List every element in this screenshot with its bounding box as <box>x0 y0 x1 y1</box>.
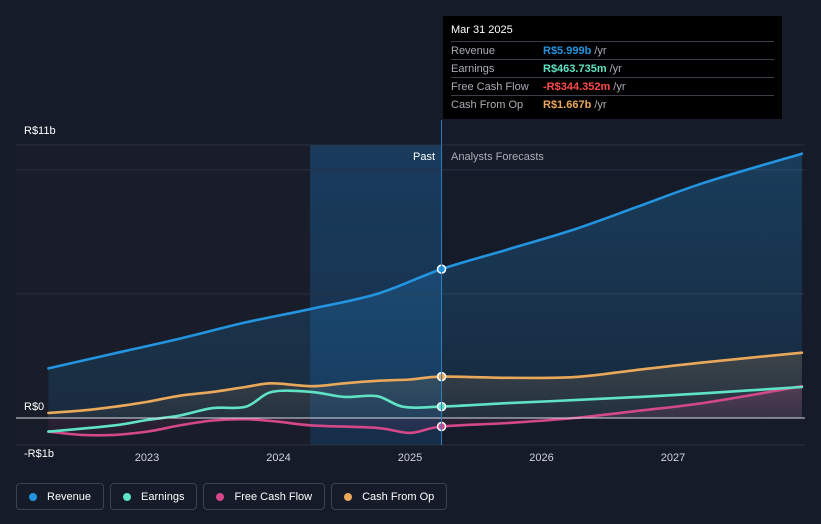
x-tick-label: 2023 <box>135 452 159 464</box>
tooltip: Mar 31 2025 Revenue R$5.999b /yr Earning… <box>443 16 782 119</box>
tooltip-date: Mar 31 2025 <box>451 24 513 36</box>
tooltip-unit: /yr <box>613 80 626 93</box>
y-tick-label: R$0 <box>24 401 44 413</box>
line-free-cash-flow <box>47 384 804 437</box>
legend-dot-icon <box>29 492 37 501</box>
tooltip-row-free-cash-flow: Free Cash Flow -R$344.352m /yr <box>451 77 774 95</box>
y-tick-label: R$11b <box>24 125 56 137</box>
past-label: Past <box>413 151 435 163</box>
tooltip-label: Revenue <box>451 44 496 57</box>
tooltip-unit: /yr <box>594 98 607 111</box>
legend: Revenue Earnings Free Cash Flow Cash Fro… <box>16 483 448 510</box>
x-tick-label: 2026 <box>529 452 553 464</box>
legend-item-free-cash-flow[interactable]: Free Cash Flow <box>203 483 326 510</box>
y-tick-label: -R$1b <box>24 448 54 460</box>
legend-item-revenue[interactable]: Revenue <box>16 483 105 510</box>
line-cash-from-op <box>47 351 804 415</box>
legend-item-earnings[interactable]: Earnings <box>110 483 198 510</box>
legend-dot-icon <box>216 492 225 501</box>
x-tick-label: 2027 <box>661 452 685 464</box>
x-tick-label: 2024 <box>266 452 290 464</box>
legend-label: Free Cash Flow <box>234 490 313 503</box>
legend-dot-icon <box>344 492 353 501</box>
area-cash-from-op <box>48 352 802 418</box>
tooltip-unit: /yr <box>594 44 607 57</box>
legend-label: Revenue <box>47 490 92 503</box>
legend-label: Cash From Op <box>362 490 435 503</box>
tooltip-value: R$1.667b <box>543 98 592 111</box>
area-free-cash-flow <box>48 386 802 436</box>
legend-label: Earnings <box>141 490 185 503</box>
line-revenue <box>47 152 804 370</box>
tooltip-row-cash-from-op: Cash From Op R$1.667b /yr <box>451 95 774 113</box>
tooltip-label: Free Cash Flow <box>451 80 529 93</box>
line-earnings <box>47 385 804 433</box>
area-revenue <box>48 153 802 418</box>
tooltip-value: -R$344.352m <box>543 80 611 93</box>
tooltip-value: R$5.999b <box>543 44 592 57</box>
legend-dot-icon <box>123 492 132 501</box>
x-tick-label: 2025 <box>398 452 422 464</box>
legend-item-cash-from-op[interactable]: Cash From Op <box>331 483 448 510</box>
tooltip-label: Earnings <box>451 62 495 75</box>
tooltip-unit: /yr <box>609 62 622 75</box>
tooltip-label: Cash From Op <box>451 98 524 111</box>
tooltip-row-revenue: Revenue R$5.999b /yr <box>451 41 774 59</box>
tooltip-value: R$463.735m <box>543 62 607 75</box>
tooltip-row-earnings: Earnings R$463.735m /yr <box>451 59 774 77</box>
forecast-label: Analysts Forecasts <box>451 151 544 163</box>
